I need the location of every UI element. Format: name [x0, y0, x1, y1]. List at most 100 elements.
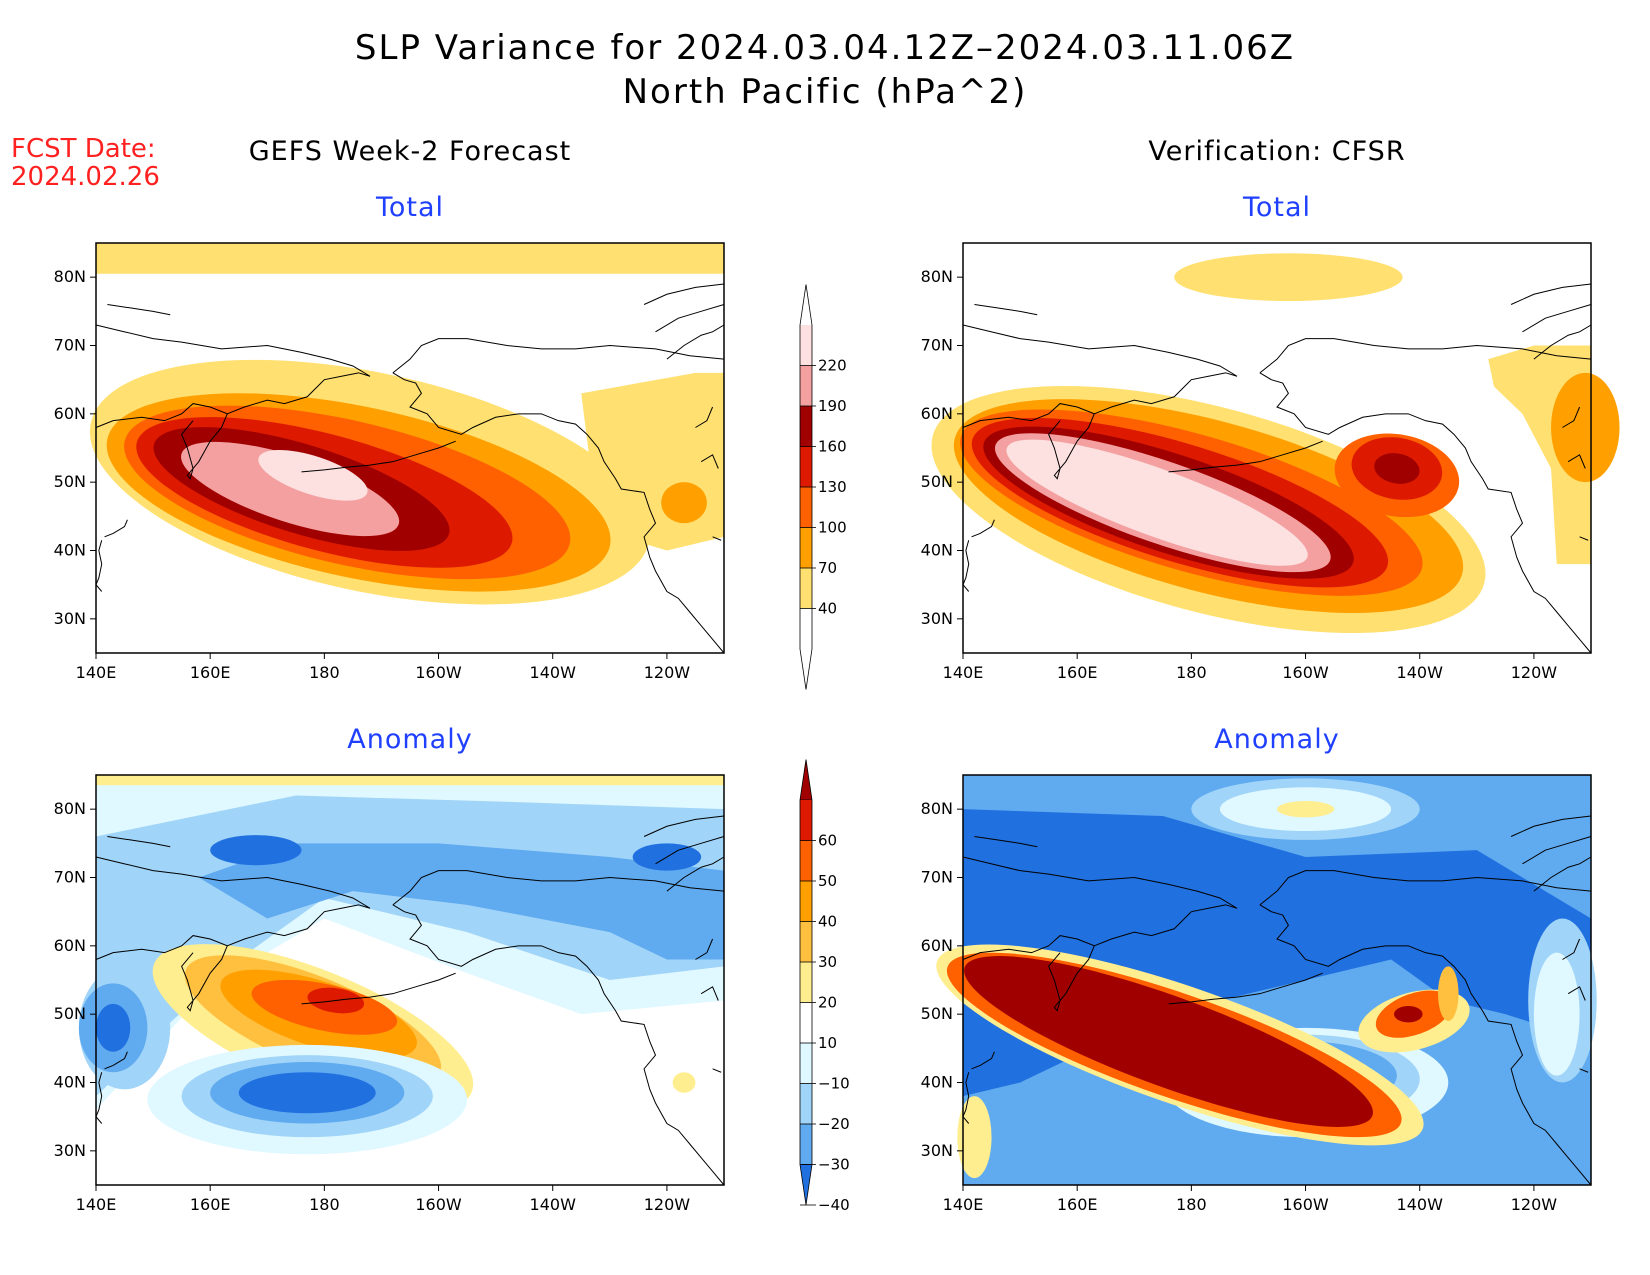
coastline: [1510, 815, 1592, 837]
lon-tick-label: 120W: [1511, 1195, 1558, 1214]
coastline: [107, 836, 171, 848]
lon-tick-label: 140E: [943, 1195, 984, 1214]
lon-tick-label: 180: [1176, 1195, 1207, 1214]
coastline: [962, 935, 1095, 1012]
colorbar-label: 130: [818, 478, 847, 496]
coastline: [1168, 972, 1323, 1005]
colorbar-label: −40: [818, 1196, 850, 1214]
coastline: [971, 1051, 995, 1070]
contour-190: [181, 441, 400, 537]
lat-tick-label: 50N: [921, 472, 953, 491]
lat-tick-label: 50N: [921, 1004, 953, 1023]
colorbar-top-edge: [799, 284, 807, 326]
lon-tick-label: 140W: [530, 1195, 577, 1214]
coastline: [95, 1072, 103, 1124]
coastline-layer: [95, 815, 725, 1186]
panel-title-forecast-total: Total: [375, 192, 445, 223]
lon-tick-label: 160W: [1282, 663, 1329, 682]
coastline: [392, 338, 725, 374]
lat-tick-label: 60N: [54, 404, 86, 423]
colorbar-segment: [800, 527, 812, 568]
pos-60-gulf: [1394, 1005, 1423, 1023]
coastline: [107, 304, 171, 316]
coastline: [695, 406, 714, 428]
colorbar-bottom-arrow: [799, 1164, 813, 1206]
colorbar-total: 220 190 160 130 100 70 40: [799, 284, 847, 690]
contour-220: [1006, 439, 1308, 566]
lon-tick-label: 140E: [943, 663, 984, 682]
colorbar-bottom-edge: [799, 648, 807, 690]
pos-60-main: [964, 956, 1373, 1127]
coastline: [95, 403, 228, 480]
lat-tick-label: 80N: [54, 799, 86, 818]
lon-tick-label: 140E: [76, 1195, 117, 1214]
figure-title-line1: SLP Variance for 2024.03.04.12Z–2024.03.…: [354, 28, 1296, 68]
coastline: [1259, 904, 1592, 1186]
lon-tick-label: 140W: [530, 663, 577, 682]
lat-tick-label: 30N: [921, 609, 953, 628]
colorbar-label: −20: [818, 1115, 850, 1133]
map-forecast-total: 80N 70N 60N 50N 40N 30N 140E 160E 180 160W 140W 120…: [54, 242, 725, 682]
coastline: [666, 856, 725, 892]
colorbar-label: 70: [818, 559, 837, 577]
lat-tick-label: 80N: [54, 267, 86, 286]
map-forecast-anomaly: 80N 70N 60N 50N 40N 30N 140E 160E 180 160W 140W 120…: [54, 774, 725, 1214]
colorbar-segment: [800, 325, 812, 366]
lon-tick-label: 140W: [1397, 1195, 1444, 1214]
coastline: [962, 324, 1238, 415]
lon-tick-label: 160E: [190, 663, 231, 682]
coastline: [962, 540, 970, 592]
colorbar-label: 100: [818, 519, 847, 537]
coastline: [712, 536, 722, 541]
colorbar-segment: [800, 800, 812, 841]
coastline: [1579, 536, 1589, 541]
map-frame: [962, 242, 1592, 654]
map-frame: [95, 774, 725, 1186]
coastline: [392, 870, 725, 906]
neg-30-north: [198, 843, 724, 960]
lat-tick-label: 70N: [54, 868, 86, 887]
lat-tick-label: 30N: [54, 609, 86, 628]
coastline: [95, 324, 371, 415]
coastline: [974, 836, 1038, 848]
contour-220: [258, 449, 368, 501]
pos-10-east: [672, 1072, 696, 1093]
coastline: [1533, 856, 1592, 892]
coastline: [1567, 454, 1586, 469]
right-column-title: Verification: CFSR: [1148, 136, 1406, 167]
coastline: [1259, 372, 1592, 654]
panel-title-verification-total: Total: [1242, 192, 1312, 223]
colorbar-segment: [800, 365, 812, 406]
coastline: [104, 1051, 128, 1070]
coastline: [95, 935, 228, 1012]
coastline: [974, 304, 1038, 316]
neg-10-east: [1533, 952, 1580, 1076]
colorbar-segment: [800, 1124, 812, 1165]
colorbar-label: 20: [818, 994, 837, 1012]
coastline: [712, 1068, 722, 1073]
colorbar-segment: [800, 446, 812, 487]
lat-tick-label: 70N: [921, 868, 953, 887]
contour-70-east: [1551, 372, 1620, 483]
colorbar-label: 40: [818, 600, 837, 618]
lat-tick-label: 70N: [54, 336, 86, 355]
colorbar-segment: [800, 962, 812, 1003]
panel-title-verification-anomaly: Anomaly: [1214, 724, 1340, 755]
lat-tick-label: 50N: [54, 472, 86, 491]
lat-tick-label: 50N: [54, 1004, 86, 1023]
coastline: [666, 324, 725, 360]
coastline: [1168, 440, 1323, 473]
lon-tick-label: 180: [309, 663, 340, 682]
colorbar-label: 10: [818, 1034, 837, 1052]
coastline: [962, 403, 1095, 480]
colorbar-segment: [800, 568, 812, 609]
lat-tick-label: 40N: [921, 541, 953, 560]
lat-tick-label: 60N: [54, 936, 86, 955]
contour-40-arctic: [1174, 253, 1403, 302]
colorbar-top-arrow: [799, 759, 813, 801]
map-verification-total: 80N 70N 60N 50N 40N 30N 140E 160E 180 160W 140W 120…: [921, 242, 1620, 682]
colorbar-segment: [800, 840, 812, 881]
lon-tick-label: 120W: [1511, 663, 1558, 682]
lat-tick-label: 70N: [921, 336, 953, 355]
pos-10-sw: [957, 1096, 992, 1179]
